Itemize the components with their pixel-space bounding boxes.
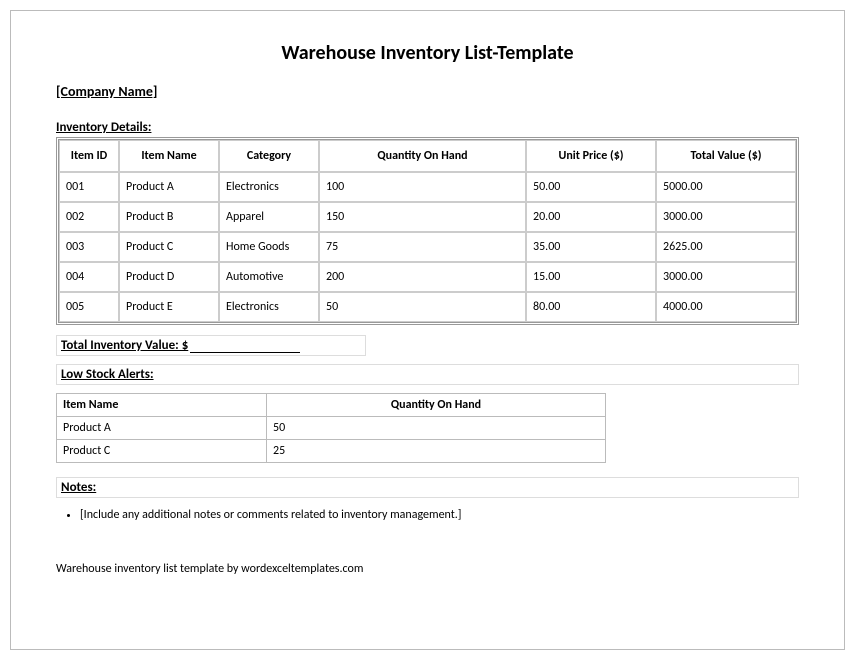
cell: 150 xyxy=(319,202,526,232)
cell: 200 xyxy=(319,262,526,292)
footer-credit: Warehouse inventory list template by wor… xyxy=(56,562,799,576)
inventory-table: Item ID Item Name Category Quantity On H… xyxy=(56,137,799,325)
cell: 004 xyxy=(59,262,119,292)
cell: 100 xyxy=(319,172,526,202)
col-header: Category xyxy=(219,140,319,172)
cell: 15.00 xyxy=(526,262,656,292)
col-header: Unit Price ($) xyxy=(526,140,656,172)
total-inventory-value: Total Inventory Value: $ xyxy=(56,335,366,356)
notes-section: Notes: xyxy=(56,477,799,498)
table-row: 005 Product E Electronics 50 80.00 4000.… xyxy=(59,292,796,322)
company-name-placeholder: [Company Name] xyxy=(56,83,799,100)
cell: Product D xyxy=(119,262,219,292)
col-header: Quantity On Hand xyxy=(319,140,526,172)
cell: 50.00 xyxy=(526,172,656,202)
col-header: Item Name xyxy=(57,394,267,417)
cell: Product C xyxy=(119,232,219,262)
cell: Product A xyxy=(57,417,267,440)
table-row: Product A 50 xyxy=(57,417,606,440)
col-header: Quantity On Hand xyxy=(267,394,606,417)
cell: Product B xyxy=(119,202,219,232)
total-value-label: Total Inventory Value: $ xyxy=(61,338,188,353)
cell: 80.00 xyxy=(526,292,656,322)
table-header-row: Item ID Item Name Category Quantity On H… xyxy=(59,140,796,172)
cell: Home Goods xyxy=(219,232,319,262)
notes-bullet: [Include any additional notes or comment… xyxy=(80,508,799,522)
cell: 75 xyxy=(319,232,526,262)
table-header-row: Item Name Quantity On Hand xyxy=(57,394,606,417)
cell: 001 xyxy=(59,172,119,202)
cell: 003 xyxy=(59,232,119,262)
cell: 4000.00 xyxy=(656,292,796,322)
cell: 20.00 xyxy=(526,202,656,232)
table-row: 001 Product A Electronics 100 50.00 5000… xyxy=(59,172,796,202)
cell: 3000.00 xyxy=(656,202,796,232)
cell: Electronics xyxy=(219,292,319,322)
col-header: Item Name xyxy=(119,140,219,172)
cell: 3000.00 xyxy=(656,262,796,292)
table-row: 002 Product B Apparel 150 20.00 3000.00 xyxy=(59,202,796,232)
low-stock-label: Low Stock Alerts: xyxy=(56,364,799,385)
cell: Automotive xyxy=(219,262,319,292)
cell: 002 xyxy=(59,202,119,232)
page-title: Warehouse Inventory List-Template xyxy=(56,41,799,65)
cell: 35.00 xyxy=(526,232,656,262)
cell: Apparel xyxy=(219,202,319,232)
inventory-details-label: Inventory Details: xyxy=(56,120,799,135)
cell: 5000.00 xyxy=(656,172,796,202)
cell: 50 xyxy=(319,292,526,322)
col-header: Item ID xyxy=(59,140,119,172)
cell: 005 xyxy=(59,292,119,322)
cell: Electronics xyxy=(219,172,319,202)
document-page: Warehouse Inventory List-Template [Compa… xyxy=(10,10,845,650)
cell: Product E xyxy=(119,292,219,322)
low-stock-table: Item Name Quantity On Hand Product A 50 … xyxy=(56,393,606,463)
cell: 25 xyxy=(267,440,606,463)
cell: 50 xyxy=(267,417,606,440)
table-row: 004 Product D Automotive 200 15.00 3000.… xyxy=(59,262,796,292)
col-header: Total Value ($) xyxy=(656,140,796,172)
cell: Product C xyxy=(57,440,267,463)
table-row: Product C 25 xyxy=(57,440,606,463)
notes-list: [Include any additional notes or comment… xyxy=(60,508,799,522)
table-row: 003 Product C Home Goods 75 35.00 2625.0… xyxy=(59,232,796,262)
blank-underline xyxy=(190,341,300,353)
cell: 2625.00 xyxy=(656,232,796,262)
cell: Product A xyxy=(119,172,219,202)
notes-label: Notes: xyxy=(61,480,96,495)
